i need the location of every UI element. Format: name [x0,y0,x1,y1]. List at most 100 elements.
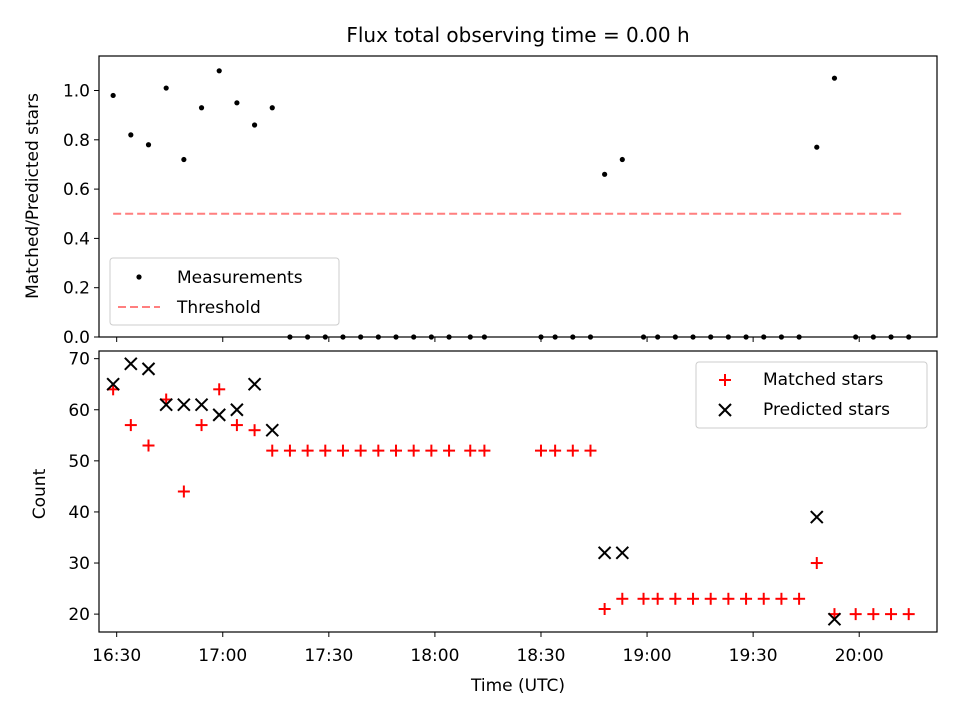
predicted-star-marker [230,403,244,417]
matched-stars-legend-marker [719,374,731,386]
matched-star-marker [651,592,664,605]
predicted-star-marker-b [106,377,120,391]
matched-star-marker [464,444,477,457]
measurement-point [198,105,205,111]
predicted-star-marker-b [615,546,630,560]
predicted-star-marker [124,357,138,371]
top-legend: Measurements Threshold [109,257,340,326]
measurement-point [602,171,608,177]
measurements-legend-marker [136,274,142,280]
predicted-star-marker [177,397,191,412]
measurement-point [619,156,625,163]
predicted-star-marker-b [124,357,138,371]
predicted-star-marker [247,377,262,391]
measurement-point [163,85,169,91]
predicted-star-marker-b [827,612,842,626]
predicted-star-marker [827,612,842,626]
matched-star-marker [230,419,243,432]
bottom-plot-area: 20 30 40 50 60 70 16:30 17:00 17:30 18:00 18:30 19:… [68,350,915,666]
matched-star-marker [549,444,562,457]
bottom-x-tick-label: 20:00 [835,646,884,666]
top-plot-area: 0.0 0.2 0.4 0.6 0.8 1.0 [63,68,912,348]
matched-star-marker [669,592,682,605]
predicted-star-marker-b [177,397,191,412]
predicted-star-marker-b [247,377,262,391]
matched-star-marker [775,592,788,605]
bottom-x-tick-label: 19:00 [623,646,672,666]
matched-star-marker [336,444,349,457]
predicted-star-marker-b [810,510,824,524]
matched-star-marker [390,444,403,457]
matched-star-marker [704,592,717,605]
predicted-star-marker-b [159,397,173,412]
matched-star-marker [177,485,190,498]
matched-star-marker [757,592,770,605]
predicted-star-marker [265,423,279,437]
bottom-x-tick-label: 17:30 [304,646,353,666]
bottom-y-axis-label: Count [30,468,50,519]
top-legend-box [109,257,340,326]
bottom-y-tick-label: 40 [68,503,90,523]
bottom-y-tick-label: 70 [68,350,90,370]
predicted-star-marker-b [141,362,156,376]
matched-stars-legend-label: Matched stars [763,370,883,390]
bottom-y-tick-label: 30 [68,554,90,574]
matched-star-marker [584,444,597,457]
matched-star-marker [902,608,915,621]
bottom-x-tick-label: 19:30 [729,646,778,666]
matched-star-marker [372,444,385,457]
matched-star-marker [283,444,296,457]
measurement-point [814,144,820,150]
bottom-x-tick-label: 17:00 [198,646,247,666]
matched-star-marker [407,444,420,457]
matched-star-marker [266,444,279,457]
top-axes-frame [98,55,938,338]
top-y-tick-label: 0.6 [63,180,90,200]
predicted-star-marker [810,510,824,524]
matched-star-marker [213,383,226,396]
predicted-star-marker [159,397,173,412]
matched-star-marker [124,419,137,432]
measurement-point [269,105,275,111]
matched-star-marker [687,592,700,605]
bottom-x-axis-label: Time (UTC) [470,676,565,696]
matched-star-marker [810,557,823,570]
matched-star-marker [566,444,579,457]
matched-star-marker [443,444,456,457]
predicted-star-marker-b [597,546,612,560]
predicted-star-marker [212,408,226,422]
bottom-x-tick-label: 18:30 [516,646,565,666]
measurement-point [181,156,187,163]
top-y-axis-label: Matched/Predicted stars [23,93,43,299]
predicted-star-marker [194,397,209,412]
matched-star-marker [867,608,880,621]
matched-star-marker [248,424,261,437]
matched-star-marker [598,603,611,616]
matched-star-marker [354,444,367,457]
measurement-point [110,92,116,99]
measurement-point [128,132,134,138]
measurements-legend-label: Measurements [177,268,303,288]
bottom-legend-box [695,361,928,429]
top-y-tick-label: 0.8 [63,131,90,151]
threshold-legend-label: Threshold [176,298,261,318]
top-y-tick-label: 1.0 [63,82,90,102]
top-y-tick-label: 0.0 [63,328,90,348]
bottom-y-tick-label: 20 [68,605,90,625]
predicted-stars-legend-label: Predicted stars [763,400,890,420]
measurement-point [831,75,838,81]
matched-star-marker [637,592,650,605]
matched-star-marker [301,444,314,457]
matched-star-marker [616,592,629,605]
predicted-star-marker [597,546,612,560]
matched-star-marker [722,592,735,605]
predicted-star-marker-b [194,397,209,412]
predicted-star-marker [615,546,630,560]
predicted-star-marker-b [265,423,279,437]
top-y-tick-label: 0.4 [63,229,90,249]
matched-star-marker [478,444,491,457]
matched-star-marker [534,444,547,457]
matched-star-marker [195,419,208,432]
